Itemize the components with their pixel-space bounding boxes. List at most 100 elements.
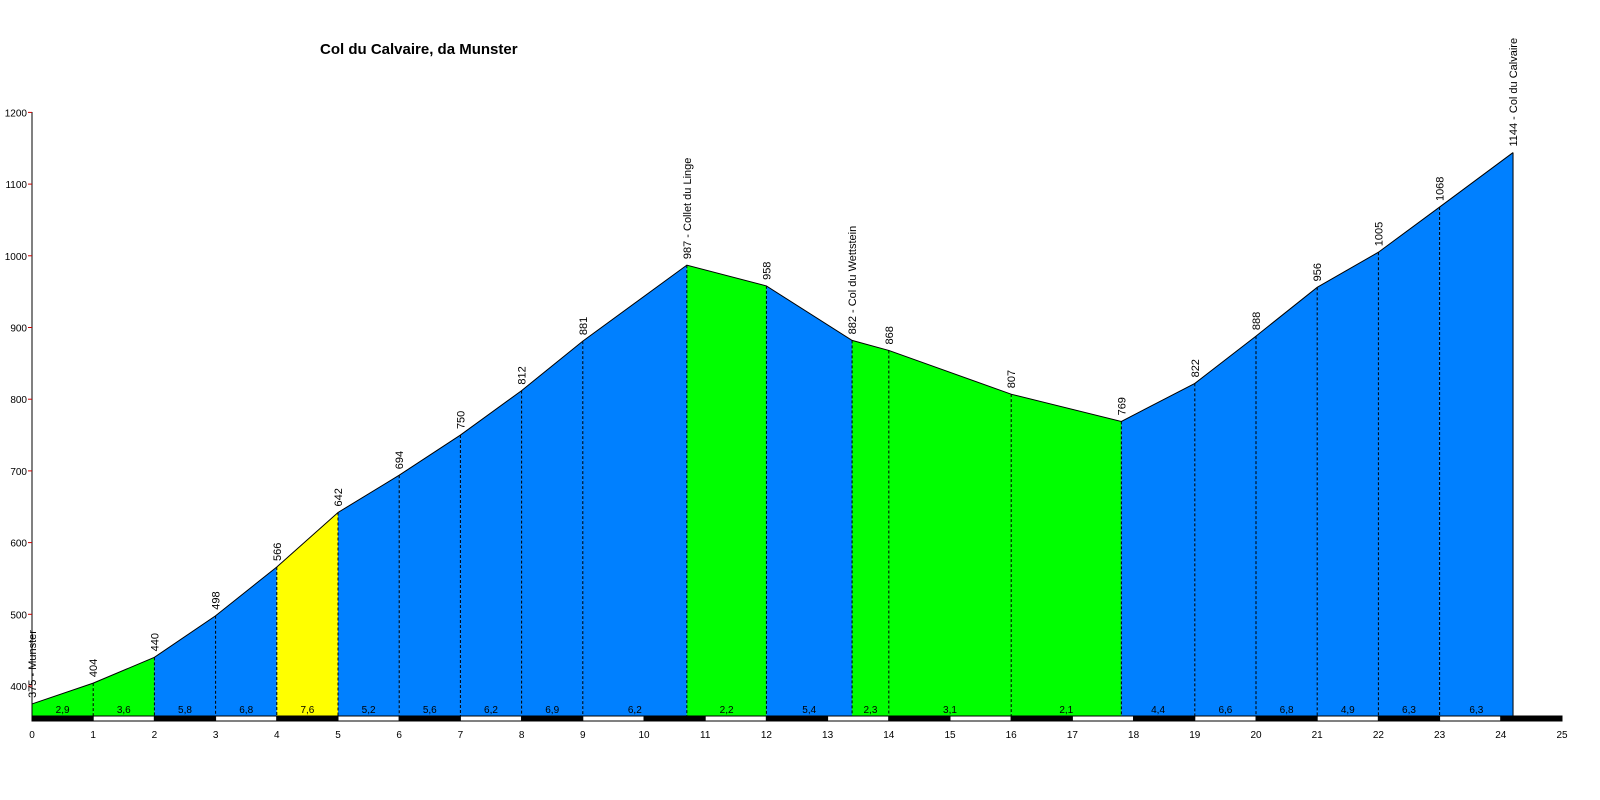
- profile-segment: [686, 265, 767, 716]
- profile-segment: [460, 390, 522, 716]
- km-bar-block: [1500, 715, 1563, 722]
- x-tick-label: 7: [458, 730, 464, 741]
- chart-title: Col du Calvaire, da Munster: [320, 41, 518, 58]
- gradient-label: 4,4: [1151, 705, 1165, 716]
- elevation-label: 1005: [1373, 222, 1385, 246]
- km-bar-block: [276, 715, 339, 722]
- km-bar-block: [1194, 715, 1257, 722]
- x-tick-label: 13: [822, 730, 834, 741]
- km-bar-block: [459, 715, 523, 722]
- x-tick-label: 12: [761, 730, 773, 741]
- profile-segment: [1256, 287, 1318, 716]
- elevation-label: 1068: [1435, 177, 1447, 201]
- profile-segment: [1439, 152, 1514, 716]
- gradient-label: 6,3: [1402, 705, 1416, 716]
- profile-line: [31, 152, 1514, 705]
- x-tick-label: 18: [1128, 730, 1140, 741]
- x-tick-label: 23: [1434, 730, 1446, 741]
- km-bar-block: [1377, 715, 1441, 722]
- x-tick-label: 9: [580, 730, 586, 741]
- profile-segment: [338, 475, 400, 716]
- km-bar-block: [765, 715, 829, 722]
- gradient-label: 6,8: [239, 705, 253, 716]
- gradient-label: 2,2: [720, 705, 734, 716]
- profile-segment: [1011, 394, 1122, 716]
- gradient-label: 3,6: [117, 705, 131, 716]
- profile-segment: [582, 265, 687, 716]
- gradient-label: 6,2: [628, 705, 642, 716]
- x-tick-label: 24: [1495, 730, 1507, 741]
- elevation-label: 566: [272, 543, 284, 561]
- gradient-label: 6,8: [1280, 705, 1294, 716]
- km-bar: [31, 715, 1563, 722]
- gradient-label: 5,2: [362, 705, 376, 716]
- elevation-label: 750: [455, 411, 467, 429]
- x-tick-label: 10: [638, 730, 650, 741]
- y-tick-label: 400: [10, 682, 27, 693]
- elevation-label: 822: [1190, 359, 1202, 377]
- profile-segment: [215, 566, 277, 716]
- x-tick-label: 14: [883, 730, 895, 741]
- gradient-labels: 2,9 3,6 5,8 6,8 7,6 5,2 5,6 6,2 6,9 6,2 2,2 5,4 2,3 3…: [56, 705, 1484, 716]
- x-axis: 0 1 2 3 4 5 6 7 8 9 10 11 12 13 14 15 16 17 18 19 20 21 22 23 24…: [29, 730, 1568, 741]
- y-tick-label: 1100: [5, 180, 27, 191]
- gradient-label: 5,6: [423, 705, 437, 716]
- gradient-label: 4,9: [1341, 705, 1355, 716]
- x-tick-label: 22: [1373, 730, 1385, 741]
- km-bar-block: [153, 715, 217, 722]
- km-bar-block: [337, 715, 400, 722]
- y-tick-label: 1200: [5, 108, 28, 119]
- elevation-label: 956: [1312, 263, 1324, 281]
- x-tick-label: 6: [396, 730, 402, 741]
- elevation-label: 807: [1006, 370, 1018, 388]
- x-tick-label: 1: [90, 730, 96, 741]
- km-bar-block: [1255, 715, 1318, 722]
- elevation-label: 888: [1251, 312, 1263, 330]
- x-tick-label: 21: [1312, 730, 1324, 741]
- profile-segment: [521, 341, 583, 716]
- km-bar-block: [521, 715, 584, 722]
- elevation-label: 1144 - Col du Calvaire: [1508, 38, 1520, 147]
- gradient-label: 2,1: [1059, 705, 1073, 716]
- point-labels: 375 - Munster 404 440 498 566 642 694 750 812 881…: [27, 38, 1520, 698]
- elevation-label: 375 - Munster: [27, 630, 39, 698]
- elevation-label: 958: [761, 262, 773, 280]
- x-tick-label: 16: [1006, 730, 1018, 741]
- y-tick-label: 500: [10, 610, 27, 621]
- elevation-label: 868: [884, 326, 896, 344]
- x-tick-label: 19: [1189, 730, 1201, 741]
- y-tick-label: 600: [10, 539, 27, 550]
- km-bar-block: [92, 715, 155, 722]
- km-bar-block: [643, 715, 706, 722]
- x-tick-label: 25: [1556, 730, 1568, 741]
- elevation-label: 404: [88, 659, 100, 677]
- gradient-label: 5,8: [178, 705, 192, 716]
- km-bar-block: [827, 715, 890, 722]
- profile-segment: [32, 683, 94, 716]
- segments-layer: [32, 152, 1514, 716]
- profile-segment: [399, 435, 461, 716]
- x-tick-label: 11: [700, 730, 711, 741]
- x-tick-label: 15: [944, 730, 956, 741]
- profile-line-layer: [31, 152, 1514, 716]
- gradient-label: 6,3: [1469, 705, 1483, 716]
- profile-segment: [1317, 252, 1379, 716]
- km-bar-block: [31, 715, 94, 722]
- y-tick-label: 900: [10, 324, 27, 335]
- x-tick-label: 5: [335, 730, 341, 741]
- km-bar-block: [949, 715, 1012, 722]
- y-tick-label: 1000: [5, 252, 28, 263]
- gradient-label: 6,9: [545, 705, 559, 716]
- km-bar-block: [215, 715, 278, 722]
- profile-segment: [852, 340, 889, 716]
- x-tick-label: 0: [29, 730, 35, 741]
- km-bar-block: [704, 715, 767, 722]
- x-tick-label: 17: [1067, 730, 1079, 741]
- gradient-label: 6,2: [484, 705, 498, 716]
- gradient-label: 7,6: [300, 705, 314, 716]
- km-bar-block: [1133, 715, 1196, 722]
- profile-segment: [766, 285, 853, 716]
- km-bar-block: [1316, 715, 1379, 722]
- profile-segment: [888, 350, 1012, 716]
